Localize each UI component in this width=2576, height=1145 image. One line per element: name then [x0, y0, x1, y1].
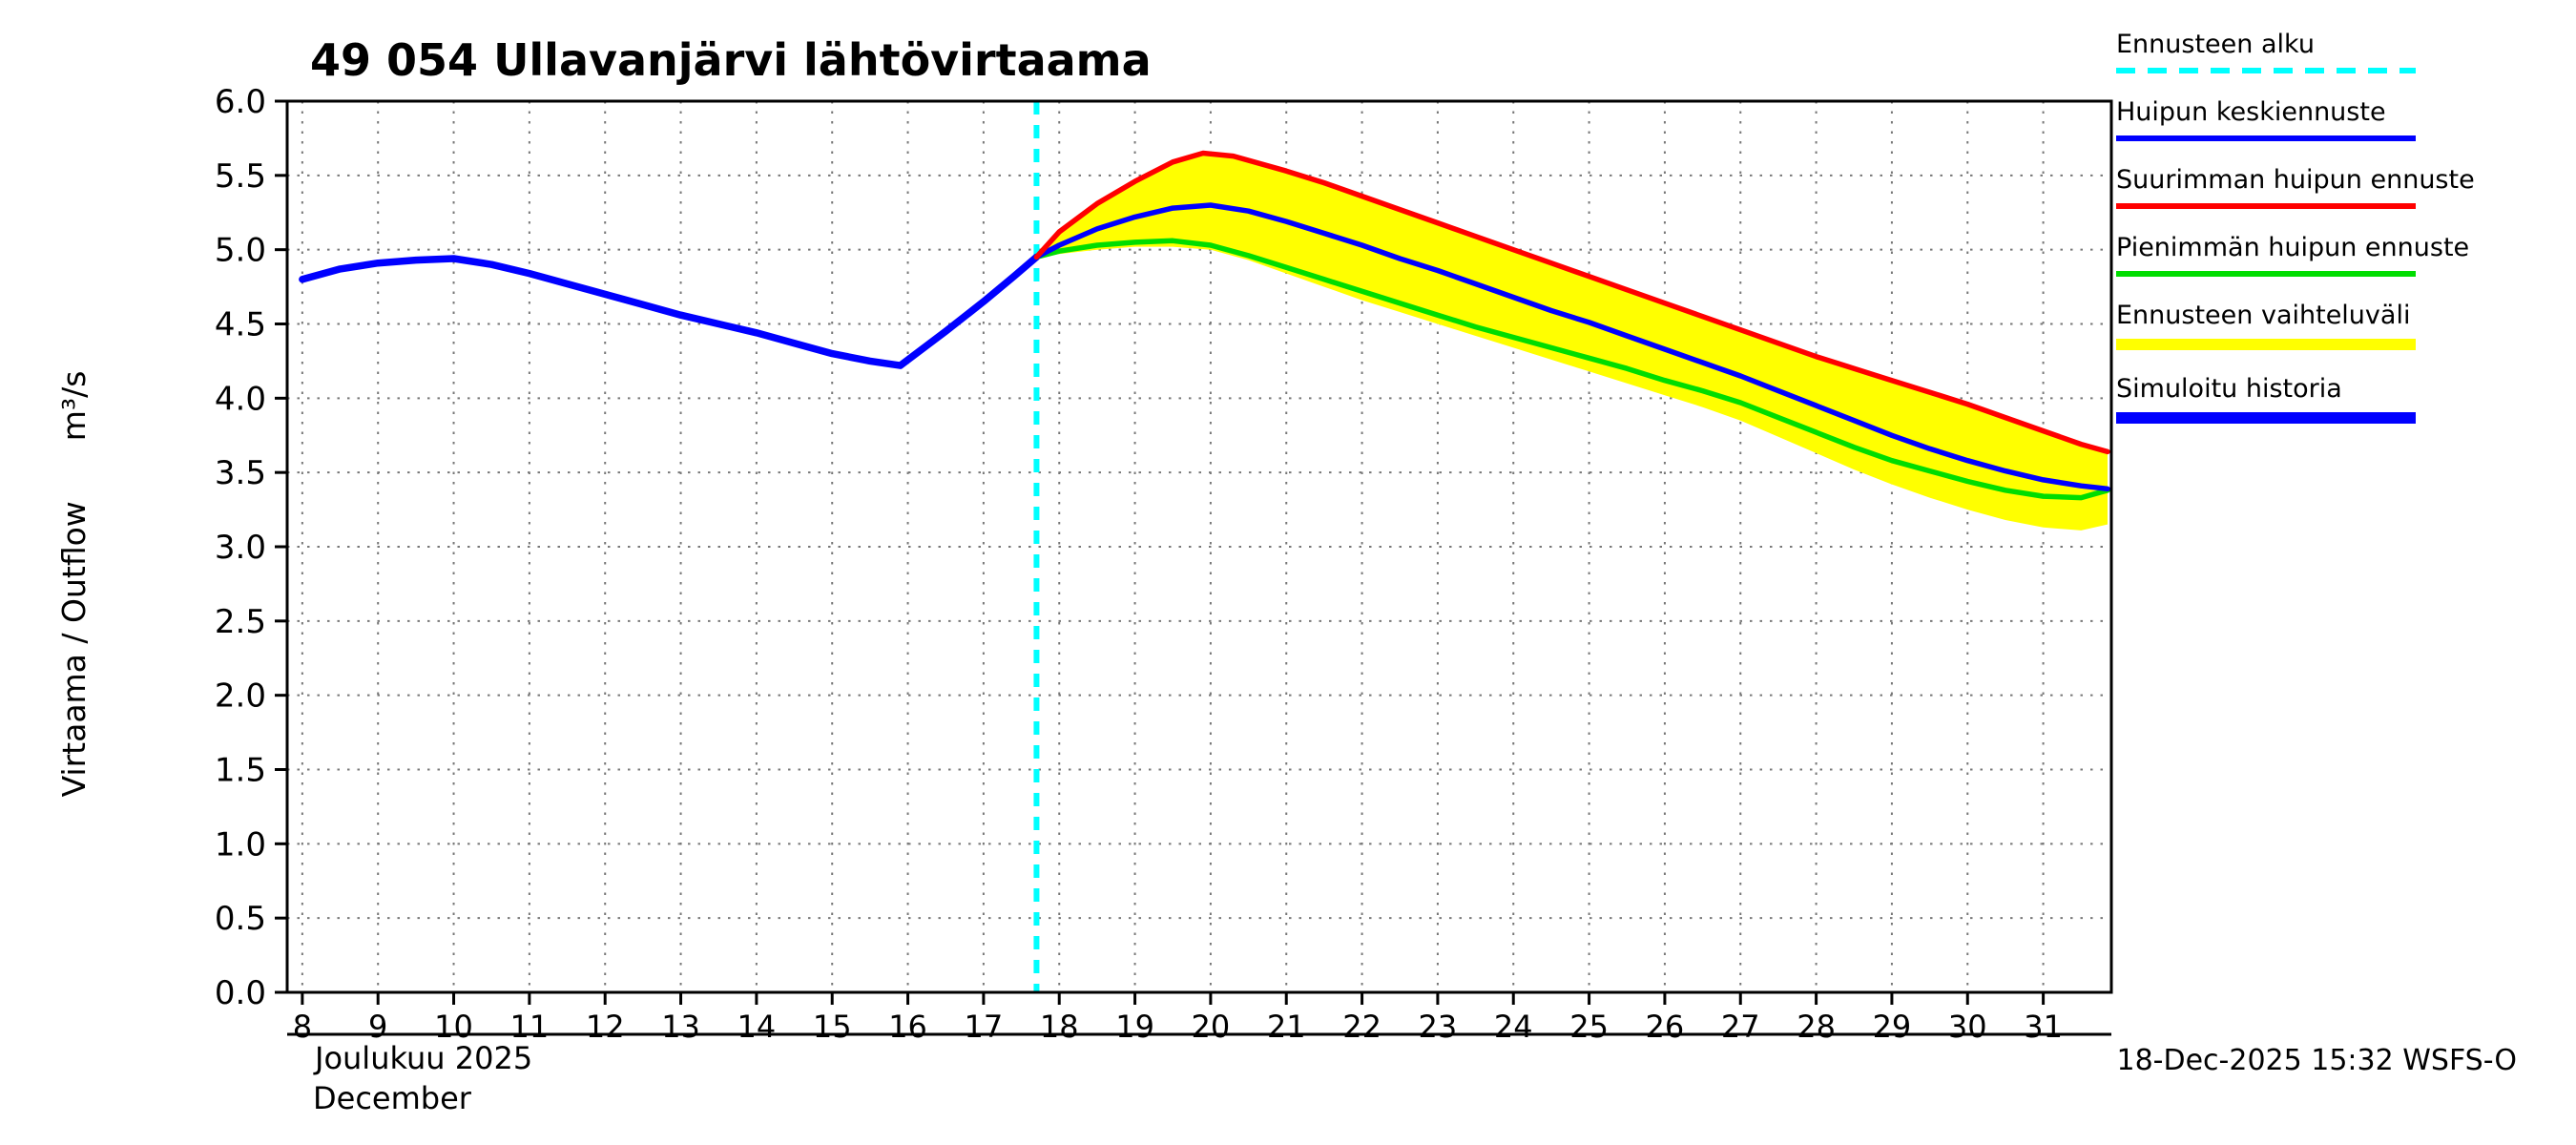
- legend-label-forecast-range: Ennusteen vaihteluväli: [2116, 301, 2411, 330]
- svg-text:23: 23: [1419, 1009, 1458, 1045]
- svg-text:4.0: 4.0: [215, 380, 266, 418]
- svg-text:27: 27: [1721, 1009, 1760, 1045]
- legend: Ennusteen alku Huipun keskiennuste Suuri…: [2116, 29, 2475, 447]
- svg-text:3.5: 3.5: [215, 454, 266, 492]
- svg-text:30: 30: [1948, 1009, 1987, 1045]
- legend-item-simulated-history: Simuloitu historia: [2116, 373, 2475, 424]
- simulated-history-line: [299, 253, 1041, 369]
- svg-text:2.5: 2.5: [215, 603, 266, 641]
- max-peak-swatch-icon: [2116, 203, 2416, 209]
- svg-text:11: 11: [510, 1009, 550, 1045]
- legend-label-max-peak: Suurimman huipun ennuste: [2116, 165, 2475, 195]
- svg-text:12: 12: [586, 1009, 625, 1045]
- svg-text:29: 29: [1873, 1009, 1912, 1045]
- forecast-range-band: [1036, 153, 2108, 531]
- svg-text:0.5: 0.5: [215, 900, 266, 938]
- legend-label-mean-peak: Huipun keskiennuste: [2116, 97, 2386, 127]
- legend-item-forecast-range: Ennusteen vaihteluväli: [2116, 300, 2475, 350]
- y-axis-label: Virtaama / Outflow m³/s: [55, 370, 93, 798]
- min-peak-swatch-icon: [2116, 271, 2416, 277]
- forecast-start-swatch-icon: [2116, 68, 2416, 73]
- svg-text:18: 18: [1040, 1009, 1079, 1045]
- legend-item-max-peak: Suurimman huipun ennuste: [2116, 164, 2475, 209]
- svg-text:9: 9: [368, 1009, 387, 1045]
- svg-text:15: 15: [813, 1009, 852, 1045]
- svg-text:28: 28: [1797, 1009, 1836, 1045]
- svg-text:6.0: 6.0: [215, 83, 266, 121]
- svg-text:1.5: 1.5: [215, 752, 266, 790]
- svg-text:10: 10: [434, 1009, 473, 1045]
- svg-text:20: 20: [1192, 1009, 1231, 1045]
- legend-label-simulated-history: Simuloitu historia: [2116, 374, 2342, 404]
- mean-peak-swatch-icon: [2116, 135, 2416, 141]
- svg-text:24: 24: [1494, 1009, 1533, 1045]
- svg-text:17: 17: [965, 1009, 1004, 1045]
- svg-text:8: 8: [293, 1009, 312, 1045]
- svg-text:3.0: 3.0: [215, 529, 266, 567]
- legend-item-mean-peak: Huipun keskiennuste: [2116, 96, 2475, 141]
- legend-label-forecast-start: Ennusteen alku: [2116, 30, 2315, 59]
- x-axis-label-finnish: Joulukuu 2025: [315, 1040, 533, 1076]
- svg-text:4.5: 4.5: [215, 306, 266, 344]
- simulated-history-swatch-icon: [2116, 412, 2416, 424]
- svg-text:25: 25: [1569, 1009, 1609, 1045]
- svg-text:26: 26: [1646, 1009, 1685, 1045]
- mean-peak-forecast-line: [1033, 202, 2110, 492]
- axis-ticks-and-labels: 8 9 10 11 12 13 14 15 16 17 18 19 20 21 22 23 24 25 26 27 28…: [215, 83, 2063, 1045]
- svg-text:1.0: 1.0: [215, 825, 266, 864]
- svg-text:22: 22: [1342, 1009, 1381, 1045]
- maximum-peak-forecast-line: [1033, 150, 2110, 455]
- minimum-peak-forecast-line: [1033, 238, 2110, 501]
- timestamp: 18-Dec-2025 15:32 WSFS-O: [2116, 1044, 2517, 1077]
- chart-title: 49 054 Ullavanjärvi lähtövirtaama: [310, 34, 1152, 86]
- legend-item-forecast-start: Ennusteen alku: [2116, 29, 2475, 73]
- svg-text:5.5: 5.5: [215, 157, 266, 196]
- svg-text:16: 16: [888, 1009, 927, 1045]
- svg-text:19: 19: [1115, 1009, 1154, 1045]
- legend-label-min-peak: Pienimmän huipun ennuste: [2116, 233, 2470, 262]
- gridlines: [287, 101, 2111, 992]
- svg-text:21: 21: [1267, 1009, 1306, 1045]
- svg-text:13: 13: [661, 1009, 700, 1045]
- svg-text:0.0: 0.0: [215, 974, 266, 1012]
- svg-text:31: 31: [2024, 1009, 2063, 1045]
- svg-text:2.0: 2.0: [215, 677, 266, 716]
- x-axis-label-english: December: [313, 1080, 471, 1116]
- svg-text:5.0: 5.0: [215, 232, 266, 270]
- forecast-range-swatch-icon: [2116, 339, 2416, 350]
- svg-text:14: 14: [737, 1009, 777, 1045]
- legend-item-min-peak: Pienimmän huipun ennuste: [2116, 232, 2475, 277]
